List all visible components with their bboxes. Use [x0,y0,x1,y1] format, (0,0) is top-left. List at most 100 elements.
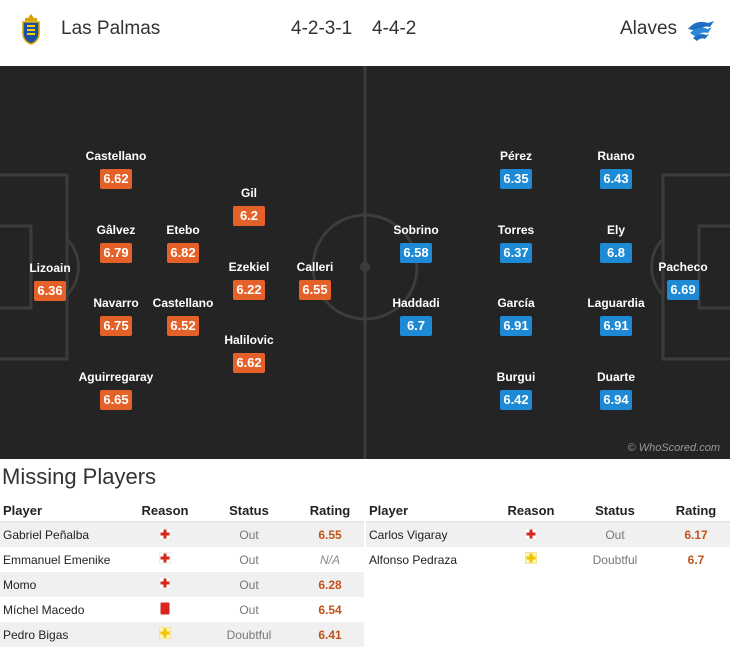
missing-player-row[interactable]: Gabriel Peñalba Out 6.55 [0,522,364,547]
home-player[interactable]: Lizoain 6.36 [10,261,90,301]
home-player[interactable]: Ezekiel 6.22 [209,260,289,300]
away-player[interactable]: Duarte 6.94 [576,370,656,410]
player-rating: 6.62 [233,353,265,373]
away-player[interactable]: Sobrino 6.58 [376,223,456,263]
missing-player-name[interactable]: Gabriel Peñalba [0,522,128,547]
home-player[interactable]: Navarro 6.75 [76,296,156,336]
player-rating: 6.42 [500,390,532,410]
home-player[interactable]: Aguirregaray 6.65 [76,370,156,410]
reason-cell [128,622,202,647]
player-rating: 6.75 [100,316,132,336]
home-player[interactable]: Calleri 6.55 [275,260,355,300]
player-name: Laguardia [587,296,645,310]
col-header-reason[interactable]: Reason [494,500,568,523]
player-rating: 6.2 [233,206,265,226]
player-name: García [497,296,535,310]
missing-player-status: Out [239,552,259,567]
player-rating: 6.58 [400,243,432,263]
away-player[interactable]: Burgui 6.42 [476,370,556,410]
player-name: Pacheco [658,260,708,274]
alaves-crest-icon [686,17,716,48]
player-rating: 6.94 [600,390,632,410]
player-rating: 6.43 [600,169,632,189]
home-player[interactable]: Etebo 6.82 [143,223,223,263]
player-name: Torres [497,223,535,237]
injury-icon [158,576,172,592]
away-player[interactable]: Haddadi 6.7 [376,296,456,336]
player-name: Duarte [596,370,635,384]
missing-player-rating: 6.41 [296,622,364,647]
home-player[interactable]: Castellano 6.62 [76,149,156,189]
home-player[interactable]: Castellano 6.52 [143,296,223,336]
col-header-reason[interactable]: Reason [128,500,202,523]
doubtful-icon [524,551,538,567]
player-name: Gil [240,186,257,200]
match-header: Las Palmas 4-2-3-1 4-4-2 Alaves [0,0,730,62]
injury-icon [524,527,538,543]
player-name: Castellano [85,149,147,163]
home-team-name[interactable]: Las Palmas [61,18,161,39]
away-player[interactable]: Laguardia 6.91 [576,296,656,336]
player-rating: 6.22 [233,280,265,300]
missing-player-row[interactable]: Alfonso Pedraza Doubtful 6.7 [366,547,730,572]
missing-player-status: Out [239,602,259,617]
col-header-rating[interactable]: Rating [296,500,364,523]
missing-player-name[interactable]: Carlos Vigaray [366,522,494,547]
reason-cell [494,522,568,547]
player-name: Sobrino [393,223,439,237]
pitch-lines [0,66,730,459]
player-rating: 6.82 [167,243,199,263]
player-name: Etebo [166,223,200,237]
missing-player-row[interactable]: Míchel Macedo Out 6.54 [0,597,364,622]
missing-player-rating: N/A [319,552,340,567]
away-player[interactable]: Pérez 6.35 [476,149,556,189]
pitch: Castellano 6.62 Gil 6.2 Gâlvez 6.79 Eteb… [0,66,730,459]
away-player[interactable]: Pacheco 6.69 [643,260,723,300]
col-header-player[interactable]: Player [366,500,494,523]
col-header-rating[interactable]: Rating [662,500,730,523]
missing-player-name[interactable]: Emmanuel Emenike [3,552,111,567]
away-missing-table: Player Reason Status Rating Carlos Vigar… [366,500,730,572]
player-name: Aguirregaray [78,370,154,384]
missing-player-rating: 6.28 [296,572,364,597]
missing-player-name[interactable]: Momo [0,572,128,597]
missing-player-rating: 6.54 [318,602,342,617]
home-player[interactable]: Gil 6.2 [209,186,289,226]
away-team-name[interactable]: Alaves [620,18,678,39]
home-player[interactable]: Gâlvez 6.79 [76,223,156,263]
player-rating: 6.37 [500,243,532,263]
col-header-status[interactable]: Status [568,500,662,523]
player-rating: 6.65 [100,390,132,410]
player-rating: 6.7 [400,316,432,336]
missing-player-rating: 6.17 [662,522,730,547]
col-header-player[interactable]: Player [0,500,128,523]
player-name: Lizoain [29,261,71,275]
away-formation: 4-4-2 [372,18,417,39]
missing-player-status: Out [202,522,296,547]
player-name: Calleri [296,260,334,274]
away-player[interactable]: García 6.91 [476,296,556,336]
missing-player-name[interactable]: Pedro Bigas [0,622,128,647]
player-rating: 6.91 [600,316,632,336]
away-player[interactable]: Torres 6.37 [476,223,556,263]
col-header-status[interactable]: Status [202,500,296,523]
away-player[interactable]: Ely 6.8 [576,223,656,263]
missing-player-rating: 6.7 [687,552,705,567]
player-rating: 6.91 [500,316,532,336]
missing-player-status: Doubtful [592,552,638,567]
away-player[interactable]: Ruano 6.43 [576,149,656,189]
injury-icon [158,551,172,567]
missing-player-name[interactable]: Míchel Macedo [3,602,85,617]
player-name: Gâlvez [96,223,136,237]
missing-player-name[interactable]: Alfonso Pedraza [369,552,458,567]
home-player[interactable]: Halilovic 6.62 [209,333,289,373]
player-name: Navarro [93,296,139,310]
missing-player-status: Out [568,522,662,547]
missing-player-row[interactable]: Carlos Vigaray Out 6.17 [366,522,730,547]
missing-player-row[interactable]: Pedro Bigas Doubtful 6.41 [0,622,364,647]
missing-player-status: Doubtful [202,622,296,647]
missing-player-row[interactable]: Emmanuel Emenike Out N/A [0,547,364,572]
player-name: Haddadi [392,296,440,310]
player-rating: 6.55 [299,280,331,300]
missing-player-row[interactable]: Momo Out 6.28 [0,572,364,597]
